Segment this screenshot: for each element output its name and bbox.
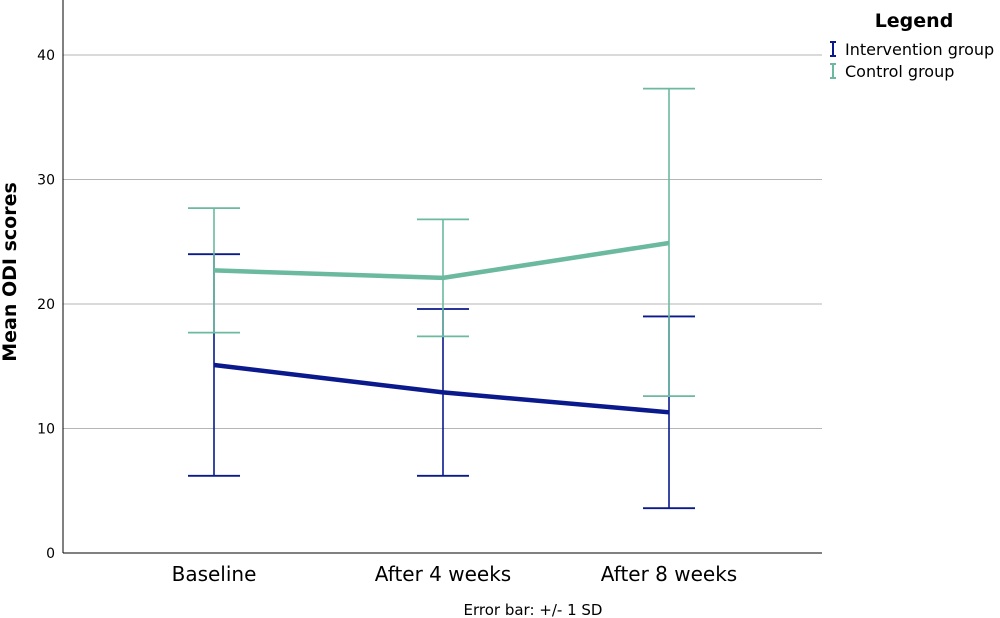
legend-label: Control group <box>845 62 954 81</box>
error-bar-note: Error bar: +/- 1 SD <box>464 601 603 618</box>
series-control <box>188 87 695 398</box>
x-tick-label: Baseline <box>172 562 257 586</box>
x-tick-label: After 8 weeks <box>601 562 737 586</box>
y-tick-label: 30 <box>37 173 55 189</box>
y-tick-label: 40 <box>37 48 55 64</box>
legend-label: Intervention group <box>845 40 994 59</box>
legend-title: Legend <box>875 10 954 32</box>
y-tick-label: 20 <box>37 297 55 313</box>
legend-item: Intervention group <box>830 40 994 59</box>
series-intervention <box>188 253 695 510</box>
legend: Legend Intervention group Control group <box>830 10 994 81</box>
legend-item: Control group <box>830 62 954 81</box>
series-line <box>213 362 670 415</box>
y-tick-label: 0 <box>46 546 55 562</box>
x-tick-labels: Baseline After 4 weeks After 8 weeks <box>172 562 738 586</box>
legend-items: Intervention group Control group <box>830 40 994 81</box>
y-axis-title: Mean ODI scores <box>0 182 21 362</box>
series-line <box>213 240 670 281</box>
series-group <box>188 87 695 510</box>
y-tick-labels: 0 10 20 30 40 <box>37 48 55 562</box>
x-tick-label: After 4 weeks <box>375 562 511 586</box>
y-tick-label: 10 <box>37 422 55 438</box>
